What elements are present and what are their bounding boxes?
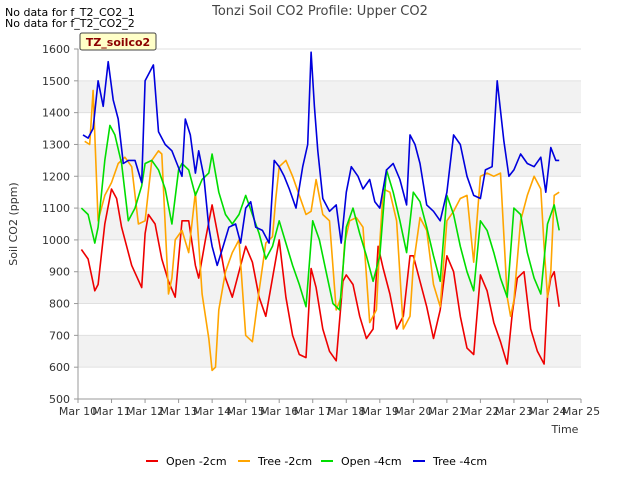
- series-line-open-2cm: [80, 188, 560, 365]
- series-line-open-4cm: [80, 124, 560, 311]
- x-tick-label: Mar 18: [327, 405, 365, 418]
- x-tick-label: Mar 25: [562, 405, 600, 418]
- no-data-note-2: No data for f_T2_CO2_2: [5, 17, 135, 30]
- series-lines: [80, 51, 560, 372]
- legend-label: Tree -2cm: [257, 455, 312, 468]
- grid-band: [78, 80, 581, 113]
- y-tick-label: 500: [49, 393, 70, 406]
- y-axis-ticks: 500 600 700 800 900 1000 1100 1200 1300 1400 1500 1…: [42, 43, 78, 406]
- legend: Open -2cm Tree -2cm Open -4cm Tree -4cm: [146, 455, 487, 468]
- x-tick-label: Mar 17: [294, 405, 332, 418]
- y-tick-label: 1400: [42, 107, 70, 120]
- y-tick-label: 1600: [42, 43, 70, 56]
- y-tick-label: 1300: [42, 138, 70, 151]
- x-tick-label: Mar 14: [193, 405, 231, 418]
- y-tick-label: 800: [49, 298, 70, 311]
- y-tick-label: 1500: [42, 75, 70, 88]
- legend-label: Tree -4cm: [432, 455, 487, 468]
- badge-box: [79, 32, 157, 51]
- series-line-tree-4cm: [82, 51, 560, 267]
- y-tick-label: 700: [49, 329, 70, 342]
- y-tick-label: 900: [49, 266, 70, 279]
- legend-label: Open -2cm: [166, 455, 227, 468]
- y-tick-label: 1100: [42, 202, 70, 215]
- x-tick-label: Mar 11: [92, 405, 130, 418]
- y-tick-label: 1200: [42, 170, 70, 183]
- x-tick-label: Mar 12: [126, 405, 164, 418]
- x-tick-label: Mar 23: [495, 405, 533, 418]
- x-axis-title: Time: [551, 423, 579, 436]
- badge-label: TZ_soilco2: [86, 36, 150, 49]
- no-data-note-1: No data for f_T2_CO2_1: [5, 6, 135, 19]
- x-tick-label: Mar 19: [361, 405, 399, 418]
- x-tick-label: Mar 20: [394, 405, 432, 418]
- legend-label: Open -4cm: [341, 455, 402, 468]
- x-tick-label: Mar 21: [428, 405, 466, 418]
- x-tick-label: Mar 10: [59, 405, 97, 418]
- y-tick-label: 600: [49, 361, 70, 374]
- x-tick-label: Mar 15: [227, 405, 265, 418]
- x-tick-label: Mar 24: [528, 405, 566, 418]
- y-axis-title: Soil CO2 (ppm): [7, 182, 20, 265]
- series-line-tree-2cm: [84, 89, 560, 372]
- chart-title: Tonzi Soil CO2 Profile: Upper CO2: [211, 4, 428, 19]
- chart-badge: TZ_soilco2: [79, 32, 157, 51]
- x-tick-label: Mar 16: [260, 405, 298, 418]
- x-tick-label: Mar 22: [461, 405, 499, 418]
- y-tick-label: 1000: [42, 234, 70, 247]
- x-tick-label: Mar 13: [159, 405, 197, 418]
